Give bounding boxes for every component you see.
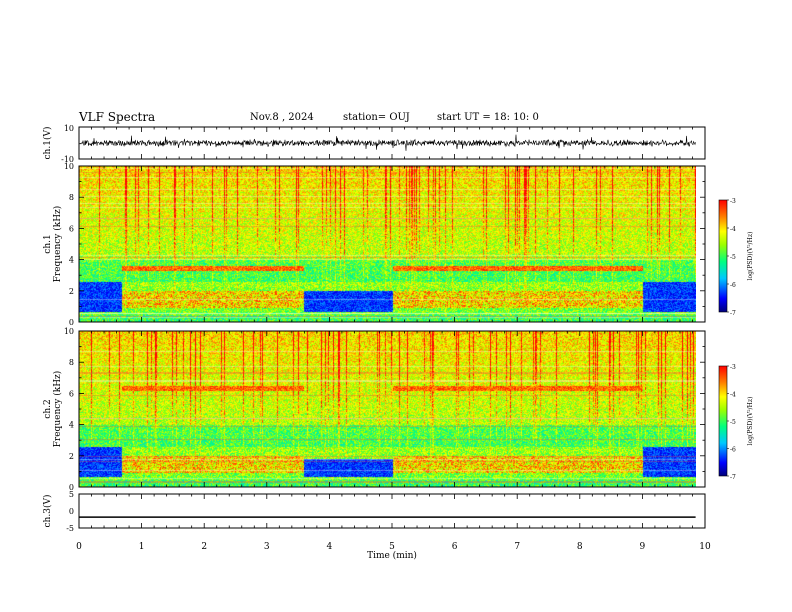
ch1-waveform-line [78, 134, 696, 151]
y-tick-label: 10 [64, 162, 74, 171]
colorbars: -3 -4 -5 -6 -7 log(PSD)(V²/Hz) -3 -4 -5 -6 -7 log(P… [718, 198, 754, 481]
x-tick-label: 0 [76, 542, 82, 552]
y-tick-label: 8 [69, 193, 74, 202]
y-tick-label: 10 [64, 124, 74, 133]
header-start-time: start UT = 18: 10: 0 [437, 112, 539, 123]
colorbar-tick-label: -3 [730, 364, 736, 371]
colorbar-tick-label: -6 [730, 282, 736, 289]
colorbar-tick-label: -4 [730, 392, 736, 399]
y-tick-label: 4 [69, 421, 74, 430]
y-tick-label: 8 [69, 358, 74, 367]
colorbar-tick-label: -7 [730, 310, 736, 317]
colorbar-s2 [718, 365, 728, 477]
y-tick-label: -10 [61, 155, 74, 164]
header-station: station= OUJ [343, 112, 410, 123]
y-axis-channel-label: ch.2 [43, 399, 53, 418]
ch2-spectrogram-image [79, 331, 696, 487]
colorbar-tick-label: -3 [730, 198, 736, 205]
x-tick-label: 5 [389, 542, 395, 552]
colorbar-tick-label: -4 [730, 226, 736, 233]
axis-ticks [78, 127, 706, 528]
x-tick-label: 4 [327, 542, 333, 552]
y-tick-label: 2 [69, 287, 74, 296]
y-tick-label: 5 [69, 490, 74, 499]
ch1-waveform [78, 134, 696, 151]
panel-frame-w3 [78, 493, 706, 529]
y-tick-label: 0 [69, 483, 74, 492]
y-tick-label: 6 [69, 389, 74, 398]
y-tick-label: -5 [66, 524, 74, 533]
x-tick-label: 1 [139, 542, 145, 552]
y-tick-label: 0 [69, 318, 74, 327]
x-tick-label: 8 [577, 542, 583, 552]
y-tick-label: 4 [69, 256, 74, 265]
x-tick-label: 2 [201, 542, 207, 552]
colorbar-label: log(PSD)(V²/Hz) [747, 397, 754, 446]
y-tick-label: 0 [69, 507, 74, 516]
colorbar-label: log(PSD)(V²/Hz) [747, 232, 754, 281]
y-tick-label: 6 [69, 224, 74, 233]
colorbar-tick-label: -5 [730, 254, 736, 261]
x-tick-label: 3 [264, 542, 270, 552]
x-tick-label: 10 [699, 542, 711, 552]
x-tick-label: 6 [452, 542, 458, 552]
y-tick-label: 10 [64, 327, 74, 336]
chart-title: VLF Spectra [79, 110, 156, 124]
ch1-spectrogram-image-raster [79, 166, 696, 322]
x-tick-label: 9 [640, 542, 646, 552]
y-axis-label: ch.1(V) [42, 127, 53, 160]
y-axis-label: Frequency (kHz) [52, 206, 63, 283]
colorbar-tick-label: -6 [730, 447, 736, 454]
ch2-spectrogram-image-raster [79, 331, 696, 487]
colorbar-s1 [718, 199, 728, 313]
colorbar-tick-label: -7 [730, 474, 736, 481]
x-axis-label: Time (min) [367, 550, 417, 561]
colorbar-tick-label: -5 [730, 419, 736, 426]
header-date: Nov.8 , 2024 [250, 112, 314, 123]
x-tick-label: 7 [514, 542, 520, 552]
ch1-spectrogram-image [79, 166, 696, 322]
y-axis-label: ch.3(V) [42, 495, 53, 528]
y-axis-label: Frequency (kHz) [52, 371, 63, 448]
y-tick-label: 2 [69, 452, 74, 461]
y-axis-channel-label: ch.1 [43, 234, 53, 253]
